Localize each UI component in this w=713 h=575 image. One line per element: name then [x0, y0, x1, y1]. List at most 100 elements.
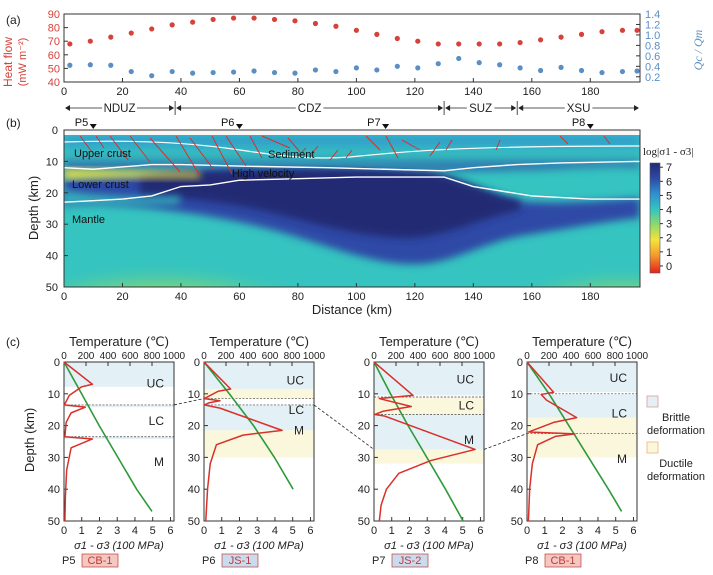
- stress-axis-title: σ1 - σ3 (100 MPa): [537, 540, 627, 552]
- layer-label-uc: UC: [610, 371, 628, 385]
- ductile-swatch: [646, 441, 659, 454]
- depth-tick-label: 20: [358, 421, 370, 433]
- depth-tick-label: 30: [48, 452, 60, 464]
- depth-tick-label: 0: [517, 357, 523, 369]
- qc-qm-point: [169, 68, 175, 75]
- stress-heatmap: [64, 130, 640, 287]
- zone-label: XSU: [567, 103, 591, 115]
- left-tick-label: 70: [48, 36, 60, 48]
- depth-tick-label: 30: [511, 452, 523, 464]
- heat-flow-point: [558, 34, 564, 40]
- heatmap-peak-stress: [140, 167, 520, 238]
- heat-flow-point: [169, 22, 175, 28]
- profile-marker-triangle: [382, 124, 390, 129]
- temp-tick-label: 1000: [473, 351, 496, 362]
- colorbar-tick-label: 0: [666, 261, 672, 273]
- qc-qm-axis-label: Qc / Qm: [691, 29, 705, 70]
- depth-tick-label: 30: [188, 452, 200, 464]
- left-tick-label: 80: [48, 23, 60, 35]
- x-tick-label: 120: [406, 86, 424, 98]
- qc-qm-point: [558, 64, 564, 70]
- qc-qm-point: [497, 62, 503, 68]
- panel-c-ylabel: Depth (km): [22, 408, 37, 472]
- fault: [249, 135, 263, 159]
- stress-envelope-line: [373, 361, 476, 522]
- stress-tick-label: 4: [272, 525, 278, 537]
- panel-a-frame: [63, 13, 641, 83]
- zone-arrowhead: [634, 105, 639, 111]
- label-lower-crust: Lower crust: [72, 179, 129, 191]
- fault: [189, 137, 215, 171]
- heat-flow-point: [435, 41, 441, 47]
- x-tick-label: 0: [61, 86, 67, 98]
- x-tick-label: 80: [292, 291, 304, 303]
- x-tick-label: 100: [347, 86, 365, 98]
- fault: [495, 139, 501, 151]
- colorbar-tick-label: 2: [666, 233, 672, 245]
- temp-tick-label: 1000: [303, 351, 326, 362]
- connector-dashed-line: [173, 398, 205, 406]
- ductile-label-2: deformation: [647, 471, 705, 483]
- profile-marker-label: P5: [75, 117, 88, 129]
- profile-marker-label: P7: [367, 117, 380, 129]
- x-tick-label: 20: [116, 291, 128, 303]
- heatmap-lower-crust-band: [64, 190, 180, 206]
- temperature-line: [203, 361, 294, 490]
- model-tag-label: JS-1: [229, 555, 252, 567]
- left-tick-label: 50: [48, 63, 60, 75]
- brittle-zone: [64, 362, 174, 387]
- depth-tick-label: 0: [194, 357, 200, 369]
- temp-tick-label: 400: [100, 351, 117, 362]
- qc-qm-point: [271, 69, 278, 76]
- panel-b-label: (b): [6, 116, 21, 130]
- fault: [297, 147, 307, 157]
- brittle-label-1: Brittle: [662, 412, 690, 424]
- temp-tick-label: 0: [371, 351, 377, 362]
- fault: [149, 137, 181, 173]
- model-tag-label: CB-1: [550, 555, 575, 567]
- panel-a-label: (a): [6, 13, 21, 27]
- y-tick-label: 40: [46, 251, 58, 263]
- model-tag-label: CB-1: [87, 555, 112, 567]
- right-tick-label: 0.2: [645, 72, 660, 84]
- x-tick-label: 160: [523, 86, 541, 98]
- heat-flow-point: [353, 27, 359, 33]
- fault: [261, 135, 291, 149]
- colorbar-tick-label: 4: [666, 205, 672, 217]
- brittle-zone: [64, 404, 174, 408]
- heat-flow-point: [476, 41, 482, 47]
- stress-tick-label: 0: [61, 525, 67, 537]
- brittle-swatch: [646, 395, 659, 408]
- heatmap-surface-band: [64, 130, 640, 135]
- qc-qm-point: [517, 65, 523, 71]
- stress-tick-label: 6: [477, 525, 483, 537]
- temp-tick-label: 600: [262, 351, 279, 362]
- stress-tick-label: 3: [577, 525, 583, 537]
- fault: [385, 135, 399, 159]
- fault: [345, 149, 353, 159]
- column-frame: [526, 361, 638, 522]
- stress-axis-title: σ1 - σ3 (100 MPa): [214, 540, 304, 552]
- heat-flow-point: [190, 19, 196, 25]
- right-tick-label: 0.8: [645, 40, 660, 52]
- fault: [175, 135, 201, 177]
- qc-qm-point: [108, 62, 114, 68]
- qc-qm-point: [251, 68, 257, 74]
- heat-flow-point: [517, 39, 523, 46]
- stress-envelope-line: [203, 361, 283, 522]
- faults: [79, 135, 611, 177]
- profile-marker-triangle: [235, 124, 243, 129]
- layer-label-uc: UC: [147, 376, 165, 390]
- x-tick-label: 0: [61, 291, 67, 303]
- profile-name: P8: [525, 555, 538, 567]
- label-high-velocity: High velocity: [232, 168, 295, 180]
- qc-qm-point: [292, 70, 298, 76]
- zone-arrowhead: [511, 105, 517, 111]
- y-tick-label: 20: [46, 188, 58, 200]
- layer-label-lc: LC: [289, 403, 305, 417]
- heat-flow-point: [394, 35, 400, 42]
